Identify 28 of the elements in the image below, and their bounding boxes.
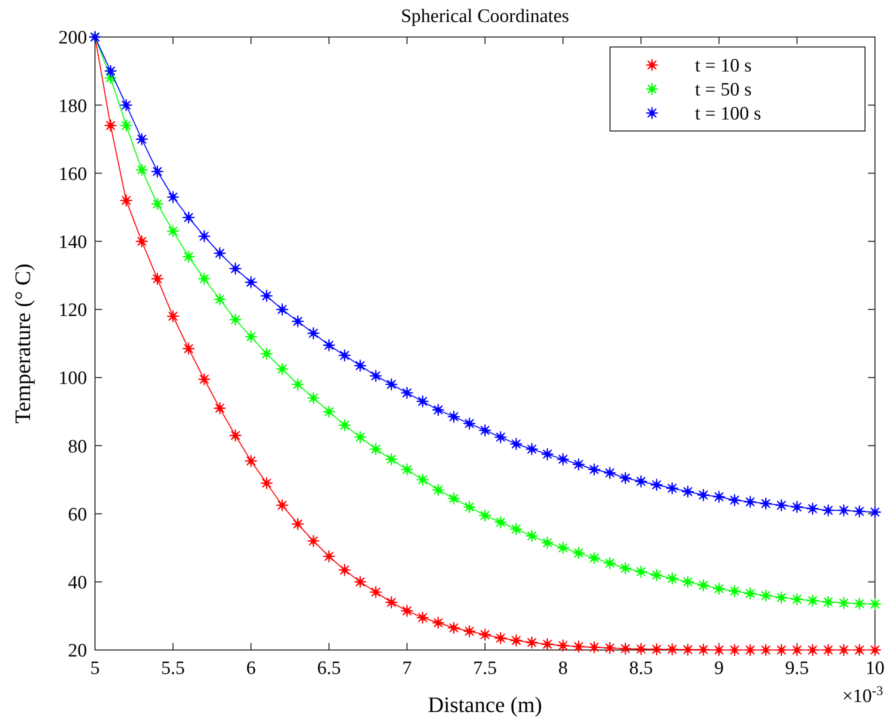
y-tick-label: 140 (58, 232, 87, 253)
chart-title: Spherical Coordinates (400, 6, 570, 27)
legend-label: t = 100 s (695, 104, 762, 125)
text: ×10$^{-3}$ (842, 682, 884, 707)
x-tick-label: 7 (402, 658, 412, 679)
y-tick-label: 80 (68, 436, 87, 458)
y-tick-label: 40 (68, 572, 87, 594)
x-tick-label: 8.5 (629, 658, 653, 679)
y-tick-label: 160 (58, 164, 87, 185)
y-tick-label: 20 (68, 640, 87, 662)
x-tick-label: 10 (866, 658, 884, 679)
x-tick-label: 9.5 (785, 658, 809, 679)
y-tick-label: 200 (58, 28, 87, 49)
y-tick-label: 180 (58, 96, 87, 117)
x-tick-label: 5 (90, 658, 100, 679)
x-axis-title: Distance (m) (428, 692, 542, 717)
y-tick-label: 60 (68, 504, 87, 526)
x-tick-label: 6 (246, 658, 256, 679)
x-tick-label: 5.5 (161, 658, 185, 679)
x-tick-label: 9 (714, 658, 724, 679)
y-tick-label: 120 (58, 300, 87, 322)
y-axis-title: Temperature (° C) (10, 264, 35, 424)
legend-label: t = 10 s (695, 56, 752, 77)
x-tick-label: 7.5 (473, 658, 497, 679)
x-tick-label: 6.5 (317, 658, 341, 679)
legend-label: t = 50 s (695, 80, 752, 101)
x-tick-label: 8 (558, 658, 568, 679)
y-tick-label: 100 (58, 368, 87, 390)
